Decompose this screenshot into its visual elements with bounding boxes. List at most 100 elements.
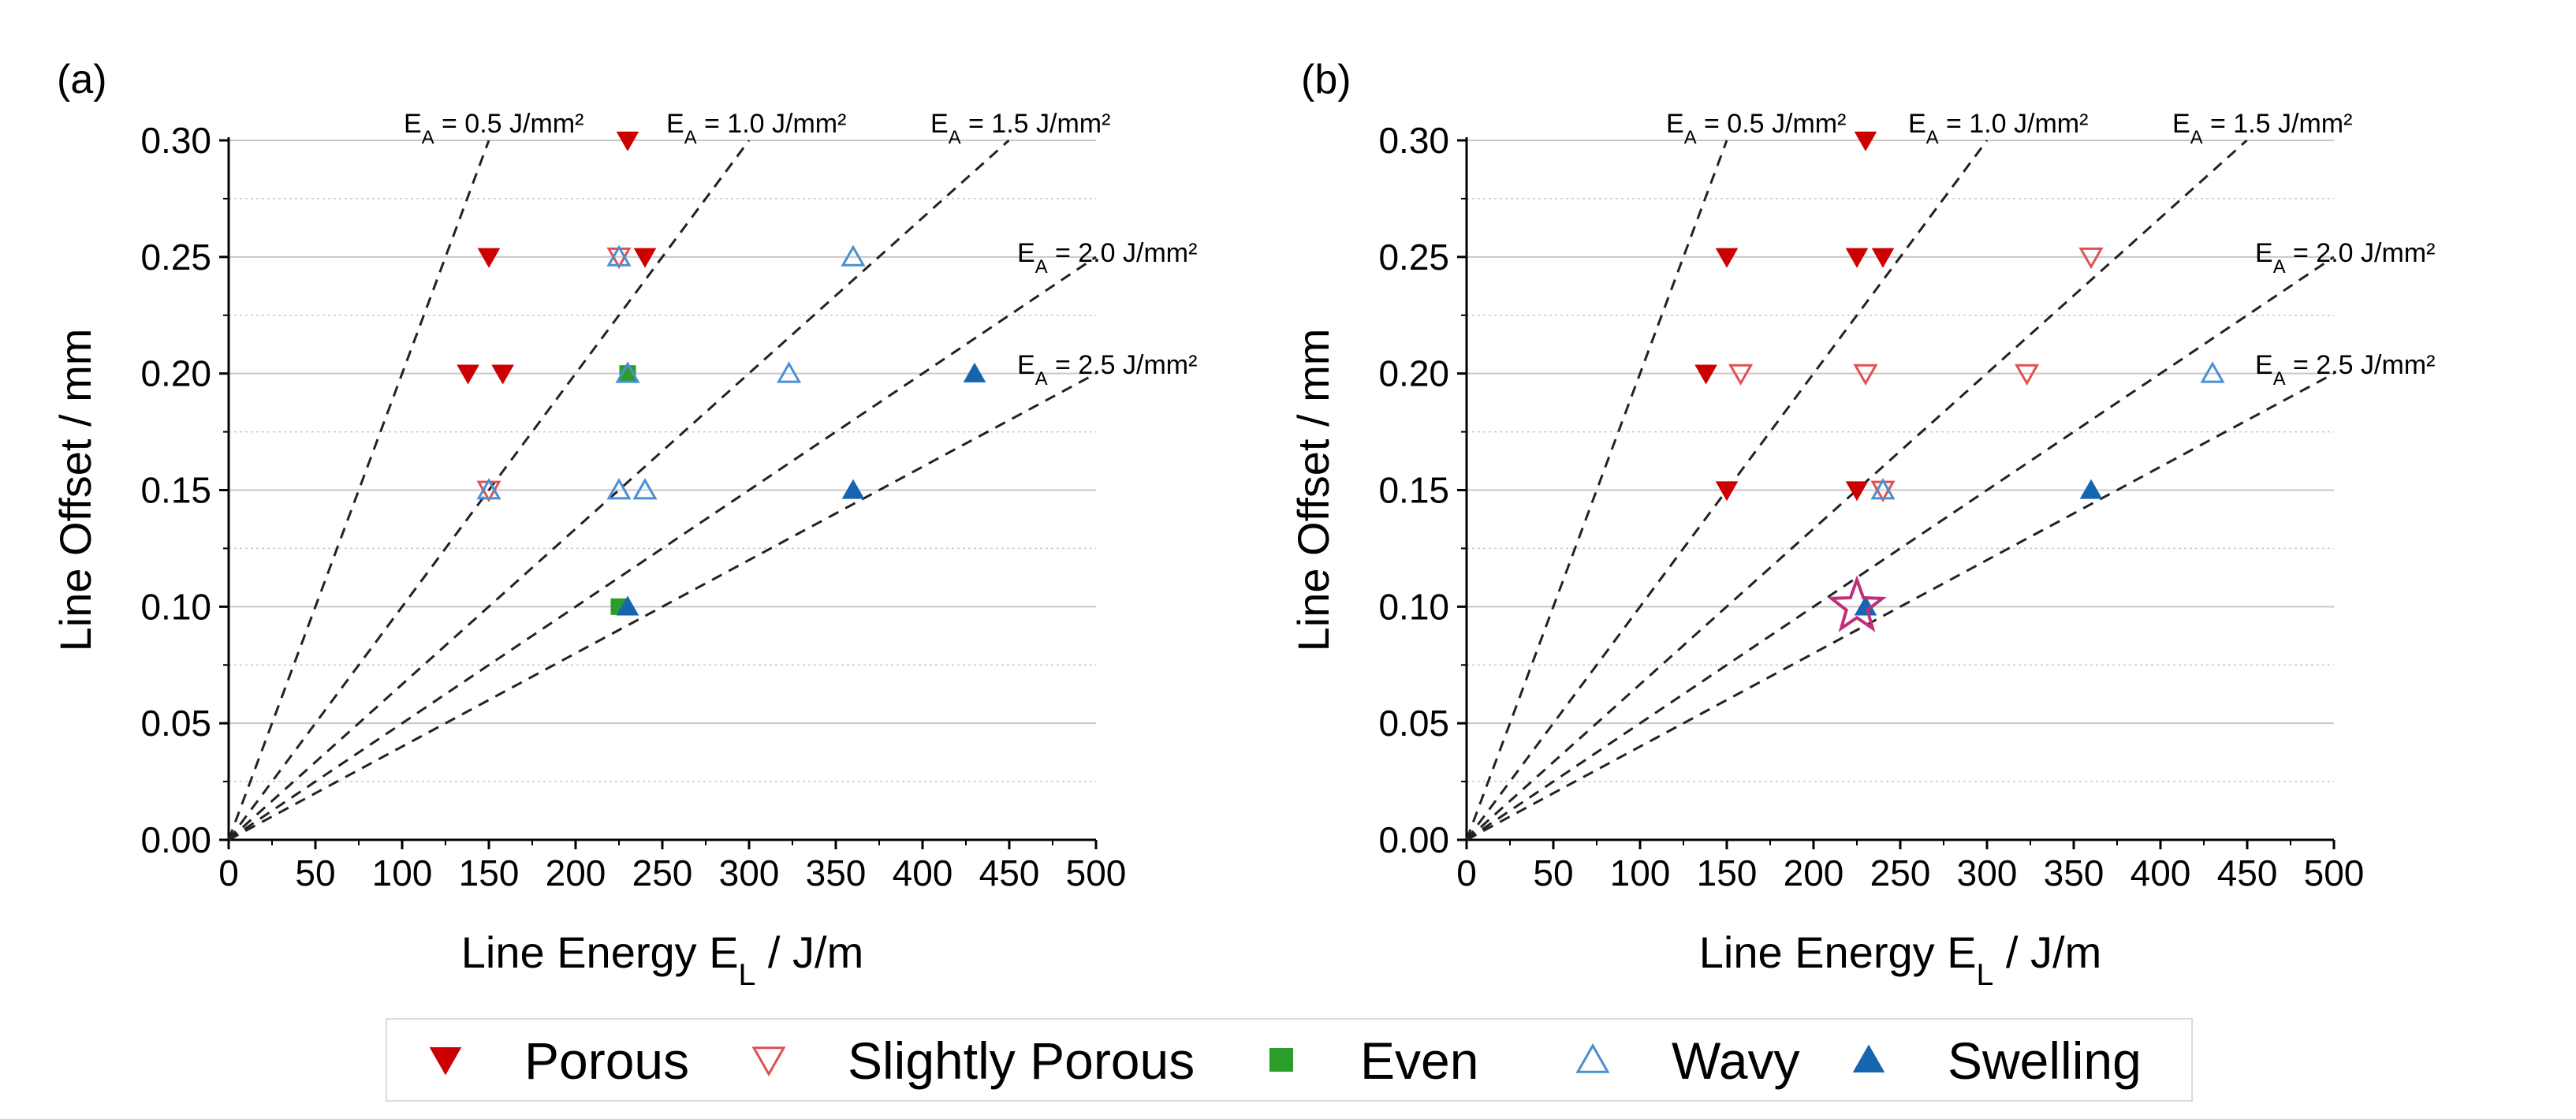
legend-marker-1 xyxy=(751,1046,786,1077)
x-tick-label-b-1: 50 xyxy=(1533,852,1573,893)
y-tick-label-b-1: 0.05 xyxy=(1378,703,1449,744)
point-a-wavy-4 xyxy=(476,478,501,500)
x-tick-label-b-7: 350 xyxy=(2044,852,2104,893)
point-a-wavy-5 xyxy=(606,478,632,500)
x-tick-label-a-1: 50 xyxy=(295,852,335,893)
point-b-swelling-0 xyxy=(2079,479,2103,499)
point-a-porous-2 xyxy=(633,248,657,268)
x-tick-label-b-8: 400 xyxy=(2131,852,2191,893)
legend-marker-0 xyxy=(429,1047,462,1076)
legend-label-3: Wavy xyxy=(1672,1031,1800,1090)
reference-label-a-1: EA = 1.0 J/mm² xyxy=(666,109,846,148)
reference-line-a-2 xyxy=(227,139,1010,841)
y-tick-label-a-6: 0.30 xyxy=(140,120,211,161)
x-tick-label-a-2: 100 xyxy=(372,852,433,893)
x-tick-label-a-9: 450 xyxy=(979,852,1040,893)
reference-label-a-0: EA = 0.5 J/mm² xyxy=(404,109,583,148)
legend-label-0: Porous xyxy=(524,1031,689,1090)
point-a-swelling-0 xyxy=(963,362,986,382)
legend: Porous Slightly Porous Even Wavy Swelling xyxy=(386,1018,2193,1102)
x-tick-label-a-7: 350 xyxy=(806,852,867,893)
y-tick-label-b-4: 0.20 xyxy=(1378,353,1449,394)
point-a-porous-4 xyxy=(491,364,514,385)
point-b-wavy-1 xyxy=(1870,478,1896,500)
point-a-porous-0 xyxy=(616,131,639,151)
x-axis-title-a: Line Energy EL / J/m xyxy=(461,927,863,992)
point-b-porous-0 xyxy=(1854,131,1877,151)
point-b-porous-6 xyxy=(1845,481,1869,502)
x-tick-label-b-10: 500 xyxy=(2304,852,2365,893)
chart-panel-a: (a) 0 50 100 150 200 250 300 350 400 450 500 0.00 0.0… xyxy=(50,57,1197,992)
point-b-porous-3 xyxy=(1871,248,1895,268)
point-b-slightly-porous-1 xyxy=(1728,364,1754,386)
point-b-porous-1 xyxy=(1715,248,1739,268)
point-a-wavy-3 xyxy=(777,361,802,383)
panel-label-b: (b) xyxy=(1301,57,1351,103)
point-a-wavy-0 xyxy=(606,244,632,267)
point-a-porous-1 xyxy=(477,248,501,268)
point-a-swelling-2 xyxy=(616,595,639,616)
reference-label-b-2: EA = 1.5 J/mm² xyxy=(2172,109,2352,148)
y-tick-label-a-5: 0.25 xyxy=(140,237,211,278)
reference-line-a-4 xyxy=(228,372,1097,841)
legend-marker-3 xyxy=(1575,1043,1610,1073)
reference-line-b-2 xyxy=(1465,139,2248,841)
x-tick-label-b-4: 200 xyxy=(1784,852,1844,893)
legend-label-1: Slightly Porous xyxy=(848,1031,1195,1090)
x-tick-label-a-4: 200 xyxy=(546,852,606,893)
x-tick-label-b-2: 100 xyxy=(1610,852,1671,893)
x-tick-label-b-5: 250 xyxy=(1870,852,1931,893)
legend-label-2: Even xyxy=(1360,1031,1478,1090)
reference-line-a-3 xyxy=(228,256,1097,841)
reference-label-b-0: EA = 0.5 J/mm² xyxy=(1666,109,1846,148)
point-b-porous-5 xyxy=(1715,481,1739,502)
x-tick-label-a-8: 400 xyxy=(893,852,953,893)
legend-label-4: Swelling xyxy=(1948,1031,2142,1090)
x-tick-label-a-10: 500 xyxy=(1066,852,1127,893)
y-tick-label-a-1: 0.05 xyxy=(140,703,211,744)
x-tick-label-a-5: 250 xyxy=(632,852,693,893)
y-tick-label-a-3: 0.15 xyxy=(140,470,211,511)
y-tick-label-b-0: 0.00 xyxy=(1378,819,1449,860)
reference-line-b-4 xyxy=(1466,372,2335,841)
y-tick-label-a-4: 0.20 xyxy=(140,353,211,394)
x-tick-label-a-0: 0 xyxy=(218,852,239,893)
panel-label-a: (a) xyxy=(57,57,107,103)
x-tick-label-b-6: 300 xyxy=(1957,852,2018,893)
legend-marker-4 xyxy=(1852,1044,1885,1072)
point-a-porous-3 xyxy=(457,364,479,385)
chart-panel-b: (b) 0 50 100 150 200 250 300 350 400 450 500 0.00 0.0… xyxy=(1288,57,2435,992)
y-tick-label-b-5: 0.25 xyxy=(1378,237,1449,278)
point-b-porous-2 xyxy=(1845,248,1869,268)
point-a-wavy-1 xyxy=(841,244,866,267)
legend-marker-2 xyxy=(1269,1048,1293,1072)
point-b-slightly-porous-0 xyxy=(2078,247,2104,270)
reference-line-b-3 xyxy=(1466,256,2335,841)
point-b-wavy-0 xyxy=(2200,361,2225,383)
point-b-slightly-porous-3 xyxy=(2015,364,2040,386)
reference-line-a-0 xyxy=(227,140,490,841)
y-axis-title-a: Line Offset / mm xyxy=(50,329,100,652)
reference-label-b-1: EA = 1.0 J/mm² xyxy=(1908,109,2088,148)
x-tick-label-b-0: 0 xyxy=(1456,852,1477,893)
point-a-wavy-2 xyxy=(615,361,640,383)
reference-label-a-3: EA = 2.0 J/mm² xyxy=(1017,238,1197,278)
reference-line-a-1 xyxy=(227,140,751,841)
y-tick-label-a-2: 0.10 xyxy=(140,586,211,627)
reference-line-b-0 xyxy=(1465,140,1728,841)
x-axis-title-b: Line Energy EL / J/m xyxy=(1699,927,2101,992)
y-tick-label-b-6: 0.30 xyxy=(1378,120,1449,161)
point-b-slightly-porous-2 xyxy=(1853,364,1878,386)
x-tick-label-a-3: 150 xyxy=(459,852,520,893)
y-tick-label-a-0: 0.00 xyxy=(140,819,211,860)
y-tick-label-b-2: 0.10 xyxy=(1378,586,1449,627)
point-b-porous-4 xyxy=(1694,364,1717,385)
x-tick-label-a-6: 300 xyxy=(719,852,780,893)
highlight-star-b xyxy=(1827,575,1887,632)
reference-label-a-2: EA = 1.5 J/mm² xyxy=(930,109,1110,148)
y-tick-label-b-3: 0.15 xyxy=(1378,470,1449,511)
reference-label-a-4: EA = 2.5 J/mm² xyxy=(1017,350,1197,390)
x-tick-label-b-3: 150 xyxy=(1697,852,1758,893)
y-axis-title-b: Line Offset / mm xyxy=(1288,329,1338,652)
